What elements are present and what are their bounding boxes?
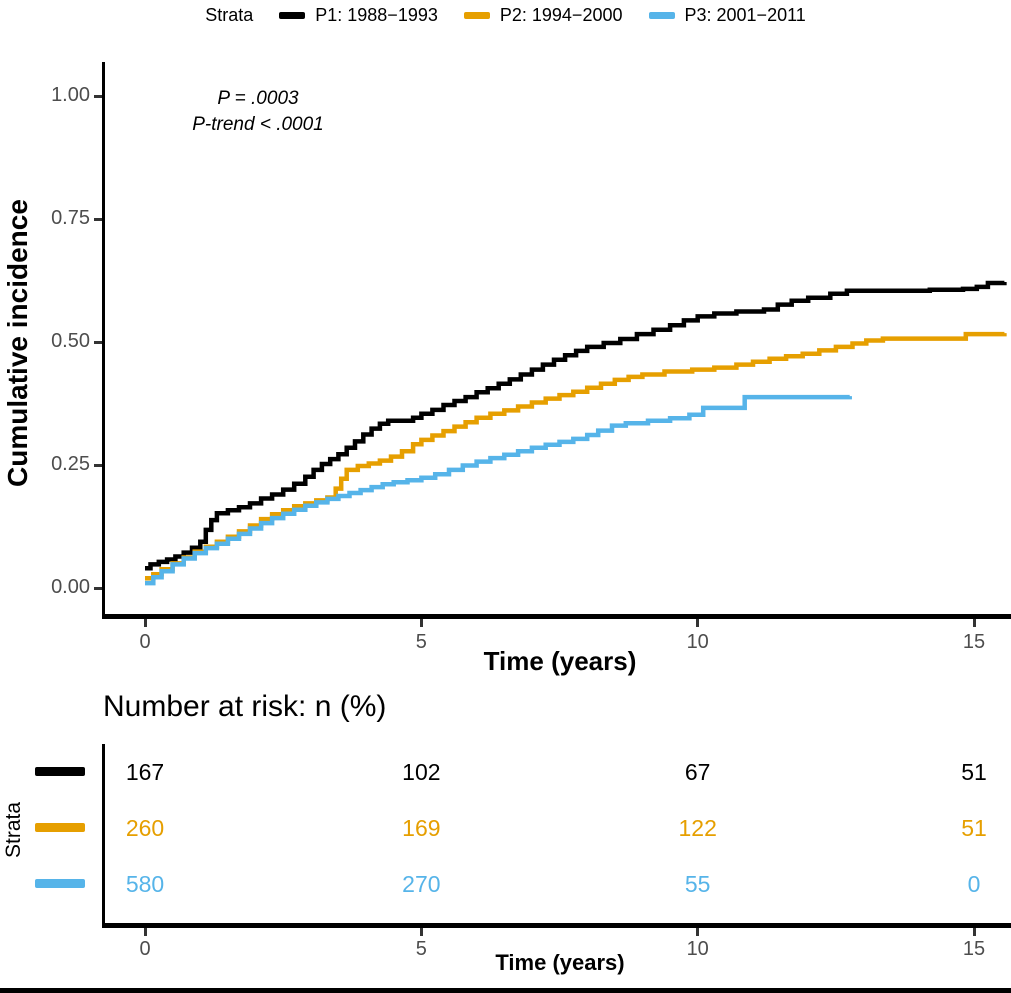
y-tick-label: 1.00 (51, 84, 90, 106)
y-tick-mark (94, 463, 102, 467)
legend: Strata P1: 1988−1993 P2: 1994−2000 P3: 2… (0, 0, 1011, 30)
y-tick-label: 0.75 (51, 207, 90, 229)
pvalue-annotation: P = .0003 P-trend < .0001 (128, 86, 388, 138)
risk-x-tick-mark (143, 928, 147, 936)
risk-row-swatch-icon (35, 767, 85, 776)
p1-line-swatch-icon (279, 11, 306, 19)
y-tick-label: 0.25 (51, 453, 90, 475)
risk-row-swatch-icon (35, 879, 85, 888)
risk-count-value: 51 (961, 815, 987, 841)
risk-x-tick-mark (419, 928, 423, 936)
x-tick-mark (696, 619, 700, 627)
legend-item-label: P3: 2001−2011 (684, 4, 806, 25)
risk-count-value: 102 (402, 759, 441, 785)
risk-x-axis-line (102, 923, 1011, 928)
risk-x-tick-mark (696, 928, 700, 936)
x-tick-label: 15 (962, 631, 986, 653)
risk-count-value: 169 (402, 815, 441, 841)
series-curve-2 (145, 331, 1007, 581)
risk-y-axis-line (102, 744, 105, 928)
risk-count-value: 55 (684, 871, 711, 897)
risk-x-tick-label: 5 (415, 938, 427, 960)
x-tick-mark (972, 619, 976, 627)
series-curve-3 (145, 394, 852, 586)
risk-table-title: Number at risk: n (%) (103, 690, 387, 723)
legend-item-p1: P1: 1988−1993 (279, 5, 438, 26)
risk-count-value: 122 (678, 815, 717, 841)
figure-bottom-rule (0, 988, 1011, 993)
x-axis-title-main: Time (years) (483, 646, 637, 676)
risk-x-tick-label: 15 (962, 938, 986, 960)
x-tick-mark (143, 619, 147, 627)
x-axis-title-risk: Time (years) (495, 950, 625, 975)
legend-item-label: P2: 1994−2000 (499, 4, 623, 25)
series-curve-1 (145, 280, 1007, 571)
risk-x-tick-mark (972, 928, 976, 936)
ptrend-line: P-trend < .0001 (192, 114, 324, 135)
risk-row-swatch-icon (35, 823, 85, 832)
x-tick-mark (419, 619, 423, 627)
legend-title: Strata (205, 4, 254, 25)
risk-count-value: 67 (684, 759, 711, 785)
risk-count-value: 0 (967, 871, 981, 897)
risk-count-value: 167 (125, 759, 165, 785)
x-tick-label: 0 (139, 631, 151, 653)
x-tick-label: 5 (415, 631, 427, 653)
risk-count-value: 270 (402, 871, 441, 897)
main-x-axis-line (102, 614, 1011, 619)
risk-count-value: 51 (961, 759, 987, 785)
p2-line-swatch-icon (463, 11, 490, 19)
y-tick-mark (94, 94, 102, 98)
legend-item-label: P1: 1988−1993 (315, 4, 438, 25)
risk-x-tick-label: 0 (139, 938, 151, 960)
legend-item-p2: P2: 1994−2000 (463, 4, 623, 26)
risk-count-value: 580 (125, 871, 165, 897)
legend-item-p3: P3: 2001−2011 (648, 4, 806, 26)
p3-line-swatch-icon (648, 11, 675, 19)
risk-count-value: 260 (125, 815, 165, 841)
pvalue-line: P = .0003 (217, 88, 299, 109)
main-y-axis-line (102, 62, 105, 619)
y-tick-label: 0.00 (51, 576, 90, 598)
risk-strata-axis-label: Strata (2, 801, 25, 859)
x-tick-label: 10 (686, 631, 709, 653)
y-tick-mark (94, 340, 102, 344)
risk-x-tick-label: 10 (686, 938, 709, 960)
y-tick-mark (94, 586, 102, 590)
y-tick-label: 0.50 (51, 330, 90, 352)
y-tick-mark (94, 217, 102, 221)
